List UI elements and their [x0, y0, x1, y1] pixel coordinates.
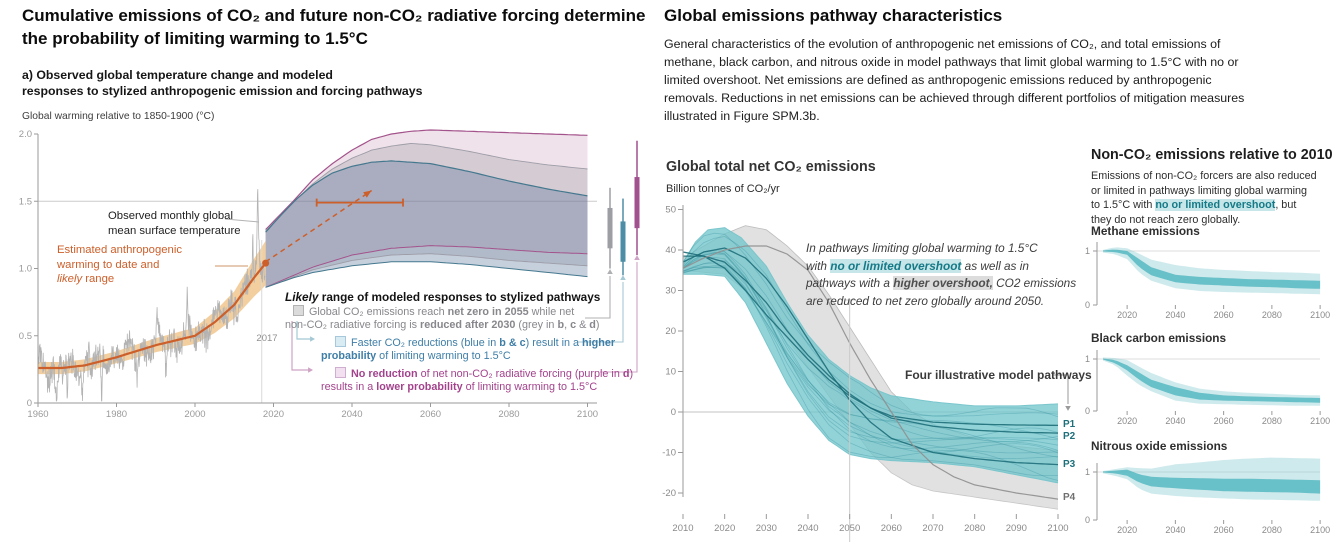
svg-text:2080: 2080: [1262, 525, 1282, 535]
co2-annotation: In pathways limiting global warming to 1…: [806, 241, 1077, 309]
svg-text:2100: 2100: [1047, 523, 1068, 534]
svg-text:10: 10: [665, 367, 676, 378]
svg-text:2050: 2050: [839, 523, 860, 534]
legend-item-purple-line1: No reduction of net non-CO₂ radiative fo…: [335, 367, 633, 381]
illustrative-pathways-label: Four illustrative model pathways: [905, 368, 1092, 382]
svg-text:2020: 2020: [714, 523, 735, 534]
right-figure-panel: Global emissions pathway characteristics…: [660, 0, 1332, 547]
svg-text:2040: 2040: [341, 409, 362, 420]
svg-text:2060: 2060: [881, 523, 902, 534]
svg-text:2070: 2070: [922, 523, 943, 534]
svg-text:2010: 2010: [672, 523, 693, 534]
svg-text:1: 1: [1085, 467, 1090, 477]
grey-checkbox-icon: [293, 305, 304, 316]
legend-item-blue-line1: Faster CO₂ reductions (blue in b & c) re…: [335, 336, 615, 350]
legend-item-grey-line1: Global CO₂ emissions reach net zero in 2…: [293, 305, 574, 319]
svg-text:2040: 2040: [1165, 416, 1185, 426]
estimated-warming-label: Estimated anthropogenic warming to date a…: [57, 244, 182, 286]
svg-text:-10: -10: [662, 448, 676, 459]
observed-temp-label: Observed monthly global mean surface temp…: [108, 210, 241, 238]
svg-text:2060: 2060: [1214, 310, 1234, 320]
co2-chart-unit: Billion tonnes of CO₂/yr: [666, 183, 780, 195]
panel-a-subtitle: a) Observed global temperature change an…: [22, 68, 423, 99]
pathway-label-p1: P1: [1063, 419, 1076, 430]
svg-text:40: 40: [665, 245, 676, 256]
non-co2-heading: Non-CO₂ emissions relative to 2010: [1091, 147, 1332, 163]
svg-text:2020: 2020: [1117, 525, 1137, 535]
svg-text:2100: 2100: [1310, 525, 1330, 535]
blue-checkbox-icon: [335, 336, 346, 347]
black-carbon-chart-title: Black carbon emissions: [1091, 331, 1227, 345]
svg-text:2080: 2080: [1262, 416, 1282, 426]
temp-y-axis-label: Global warming relative to 1850-1900 (°C…: [22, 111, 215, 122]
svg-text:0: 0: [1085, 515, 1090, 525]
svg-text:30: 30: [665, 286, 676, 297]
pathway-label-p2: P2: [1063, 431, 1076, 442]
non-co2-description: Emissions of non-CO₂ forcers are also re…: [1091, 170, 1317, 226]
right-title: Global emissions pathway characteristics: [664, 6, 1003, 25]
svg-text:2040: 2040: [797, 523, 818, 534]
legend-item-purple-line2: results in a lower probability of limiti…: [321, 381, 598, 393]
temperature-chart-svg: 0 0.5 1.0 1.5 2.0 1960 1980 2000 2020 2040 2060 208…: [19, 129, 640, 420]
svg-text:1.5: 1.5: [19, 196, 32, 207]
left-title: Cumulative emissions of CO₂ and future n…: [22, 6, 646, 48]
purple-checkbox-icon: [335, 367, 346, 378]
svg-text:2080: 2080: [964, 523, 985, 534]
svg-text:2020: 2020: [1117, 310, 1137, 320]
legend-item-blue-line2: probability of limiting warming to 1.5°C: [321, 350, 511, 362]
pathway-label-p3: P3: [1063, 459, 1076, 470]
svg-text:2100: 2100: [1310, 416, 1330, 426]
svg-text:2080: 2080: [1262, 310, 1282, 320]
svg-text:2000: 2000: [184, 409, 205, 420]
legend-item-grey-line2: non-CO₂ radiative forcing is reduced aft…: [285, 319, 600, 331]
pathway-label-p4: P4: [1063, 492, 1076, 503]
svg-text:2040: 2040: [1165, 310, 1185, 320]
svg-text:2100: 2100: [1310, 310, 1330, 320]
svg-text:2020: 2020: [263, 409, 284, 420]
non-co2-charts-svg: 0 1 2020 2040 2060 2080 2100 0 1 2020 2040 2060 2080…: [1085, 242, 1330, 535]
svg-text:0: 0: [671, 407, 676, 418]
svg-text:2100: 2100: [577, 409, 598, 420]
legend-heading: Likely range of modeled responses to sty…: [285, 290, 601, 304]
svg-text:2090: 2090: [1006, 523, 1027, 534]
svg-text:20: 20: [665, 326, 676, 337]
svg-text:1.0: 1.0: [19, 264, 32, 275]
svg-text:0: 0: [1085, 300, 1090, 310]
svg-text:-20: -20: [662, 488, 676, 499]
svg-text:2060: 2060: [1214, 525, 1234, 535]
svg-text:2030: 2030: [756, 523, 777, 534]
svg-text:1: 1: [1085, 246, 1090, 256]
svg-text:1: 1: [1085, 354, 1090, 364]
svg-text:2060: 2060: [420, 409, 441, 420]
svg-text:0: 0: [27, 398, 32, 409]
co2-chart-title: Global total net CO₂ emissions: [666, 159, 876, 175]
svg-text:0: 0: [1085, 406, 1090, 416]
year-2017-marker-label: 2017: [256, 333, 278, 344]
svg-text:2080: 2080: [498, 409, 519, 420]
nitrous-oxide-chart-title: Nitrous oxide emissions: [1091, 439, 1228, 453]
modeled-responses-legend: Likely range of modeled responses to sty…: [285, 288, 635, 406]
svg-text:2040: 2040: [1165, 525, 1185, 535]
svg-text:50: 50: [665, 205, 676, 216]
svg-text:2.0: 2.0: [19, 129, 32, 140]
svg-text:2020: 2020: [1117, 416, 1137, 426]
svg-text:1980: 1980: [106, 409, 127, 420]
svg-text:2060: 2060: [1214, 416, 1234, 426]
svg-text:1960: 1960: [27, 409, 48, 420]
methane-chart-title: Methane emissions: [1091, 224, 1200, 238]
svg-text:0.5: 0.5: [19, 331, 32, 342]
right-description: General characteristics of the evolution…: [664, 37, 1245, 123]
left-figure-panel: Cumulative emissions of CO₂ and future n…: [0, 0, 660, 547]
